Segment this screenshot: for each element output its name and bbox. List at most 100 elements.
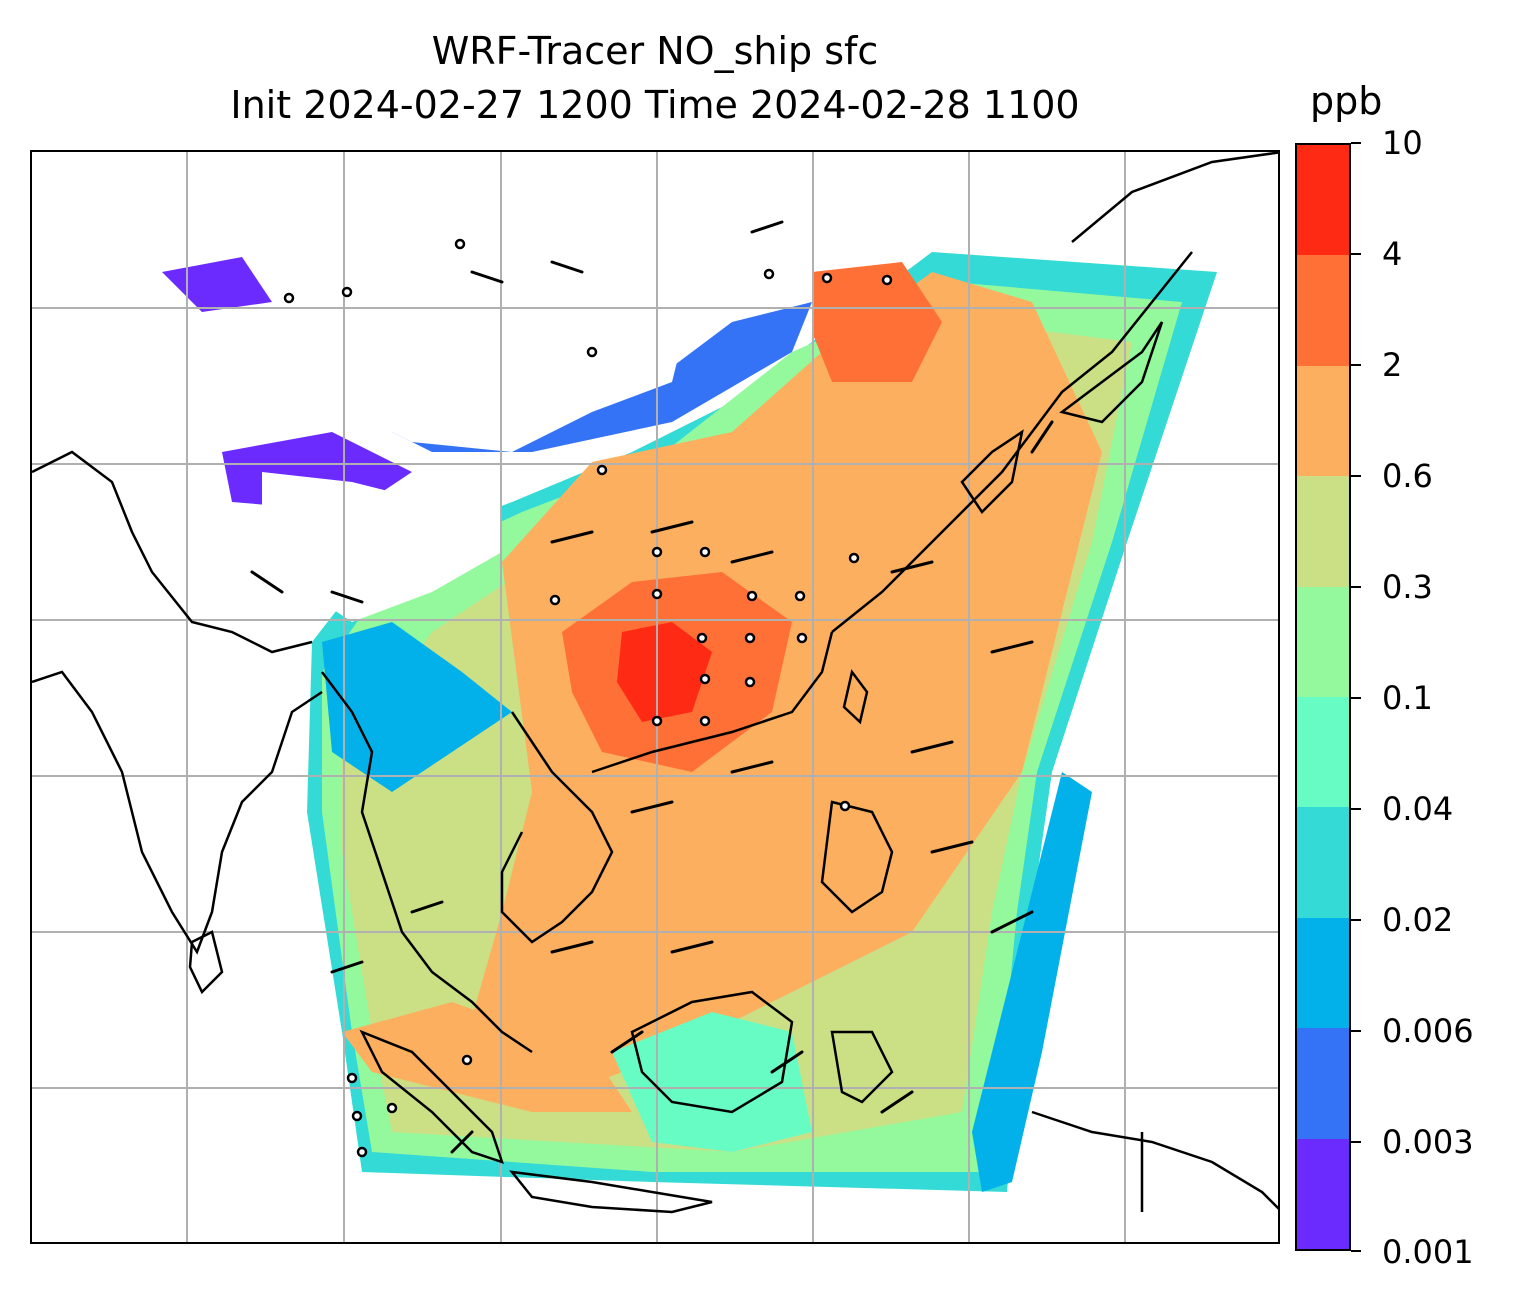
coast-burma-thailand	[321, 671, 533, 1054]
colorbar-tick-mark	[1351, 1030, 1361, 1032]
colorbar-tick-label: 0.6	[1382, 457, 1433, 495]
colorbar-tick-label: 2	[1382, 346, 1403, 384]
calm-25	[386, 1102, 398, 1114]
colorbar-segment-10	[1297, 145, 1349, 256]
colorbar-tick-label: 0.001	[1382, 1233, 1474, 1271]
field-purple-band-1	[162, 257, 272, 312]
colorbar-segment-8	[1297, 365, 1349, 477]
barb-15	[410, 900, 444, 914]
barb-22	[550, 260, 584, 274]
coast-sumatra	[359, 1029, 504, 1164]
field-blank-tibet	[232, 292, 692, 452]
colorbar	[1295, 143, 1351, 1251]
calm-1	[454, 238, 466, 250]
coast-philippines	[820, 800, 894, 914]
calm-26	[351, 1110, 363, 1122]
field-orange-north	[812, 262, 942, 382]
coast-sulawesi	[830, 1030, 894, 1104]
barb-6	[890, 560, 934, 574]
colorbar-tick-mark	[1351, 364, 1361, 366]
calm-12	[549, 594, 561, 606]
barb-4	[650, 520, 694, 534]
colorbar-segment-9	[1297, 255, 1349, 366]
barb-12	[990, 910, 1034, 934]
calm-14	[746, 590, 758, 602]
colorbar-tick-mark	[1351, 253, 1361, 255]
map-panel	[30, 150, 1280, 1244]
colorbar-segment-6	[1297, 586, 1349, 698]
calm-22	[699, 715, 711, 727]
barb-11	[930, 840, 974, 854]
calm-24	[346, 1072, 358, 1084]
colorbar-segment-1	[1297, 1138, 1349, 1250]
barb-24	[1030, 420, 1054, 454]
barb-9	[730, 760, 774, 774]
barb-1	[250, 570, 284, 594]
coast-taiwan	[842, 669, 869, 725]
field-orange-south	[342, 1002, 632, 1112]
barb-7	[990, 640, 1034, 654]
barb-5	[730, 550, 774, 564]
calm-17	[744, 632, 756, 644]
colorbar-segment-3	[1297, 917, 1349, 1029]
colorbar-tick-label: 0.02	[1382, 901, 1454, 939]
barb-18	[770, 1050, 804, 1074]
colorbar-tick-label: 0.04	[1382, 790, 1454, 828]
calm-23	[839, 800, 851, 812]
colorbar-unit-label: ppb	[1310, 79, 1383, 123]
calm-27	[356, 1146, 368, 1158]
colorbar-tick-label: 0.1	[1382, 679, 1433, 717]
barb-13	[670, 940, 714, 954]
colorbar-tick-label: 0.003	[1382, 1123, 1474, 1161]
coast-russia-north	[1071, 152, 1278, 243]
colorbar-tick-label: 10	[1382, 124, 1423, 162]
coast-sri-lanka	[188, 930, 224, 995]
calm-7	[881, 274, 893, 286]
barb-16	[330, 960, 364, 974]
title-line-2: Init 2024-02-27 1200 Time 2024-02-28 110…	[230, 83, 1080, 127]
colorbar-tick-mark	[1351, 142, 1361, 144]
coast-japan	[1059, 321, 1164, 424]
calm-6	[821, 272, 833, 284]
barb-14	[550, 940, 594, 954]
calm-19	[699, 673, 711, 685]
calm-3	[341, 286, 353, 298]
calm-16	[696, 632, 708, 644]
barb-19	[880, 1090, 914, 1114]
calm-13	[651, 588, 663, 600]
coast-new-guinea	[1031, 1110, 1278, 1210]
field-blank-himalaya	[262, 472, 502, 622]
calm-28	[461, 1054, 473, 1066]
colorbar-tick-mark	[1351, 808, 1361, 810]
wind-barbs	[250, 220, 1054, 1154]
barb-10	[630, 800, 674, 814]
coast-south-china	[591, 631, 834, 774]
colorbar-tick-mark	[1351, 1250, 1361, 1252]
field-orange	[462, 272, 1102, 1092]
field-red-core	[617, 622, 712, 722]
calm-8	[596, 464, 608, 476]
coastlines	[32, 152, 1278, 1214]
calm-2	[283, 292, 295, 304]
barb-20	[450, 1130, 474, 1154]
coast-indochina	[500, 711, 614, 944]
coast-java	[509, 1170, 713, 1214]
barb-21	[470, 270, 504, 284]
calm-9	[651, 546, 663, 558]
field-green-borneo	[612, 1012, 812, 1152]
calm-21	[651, 715, 663, 727]
colorbar-segment-5	[1297, 697, 1349, 808]
colorbar-tick-mark	[1351, 1141, 1361, 1143]
calm-18	[796, 632, 808, 644]
calm-5	[763, 268, 775, 280]
coast-borneo	[630, 990, 794, 1114]
map-svg	[32, 152, 1278, 1242]
barb-23	[750, 220, 784, 234]
calm-4	[586, 346, 598, 358]
title-line-1: WRF-Tracer NO_ship sfc	[431, 29, 879, 73]
concentration-field	[162, 252, 1217, 1192]
colorbar-tick-label: 0.3	[1382, 568, 1433, 606]
colorbar-tick-label: 4	[1382, 235, 1403, 273]
calm-10	[699, 546, 711, 558]
barb-2	[330, 590, 364, 604]
